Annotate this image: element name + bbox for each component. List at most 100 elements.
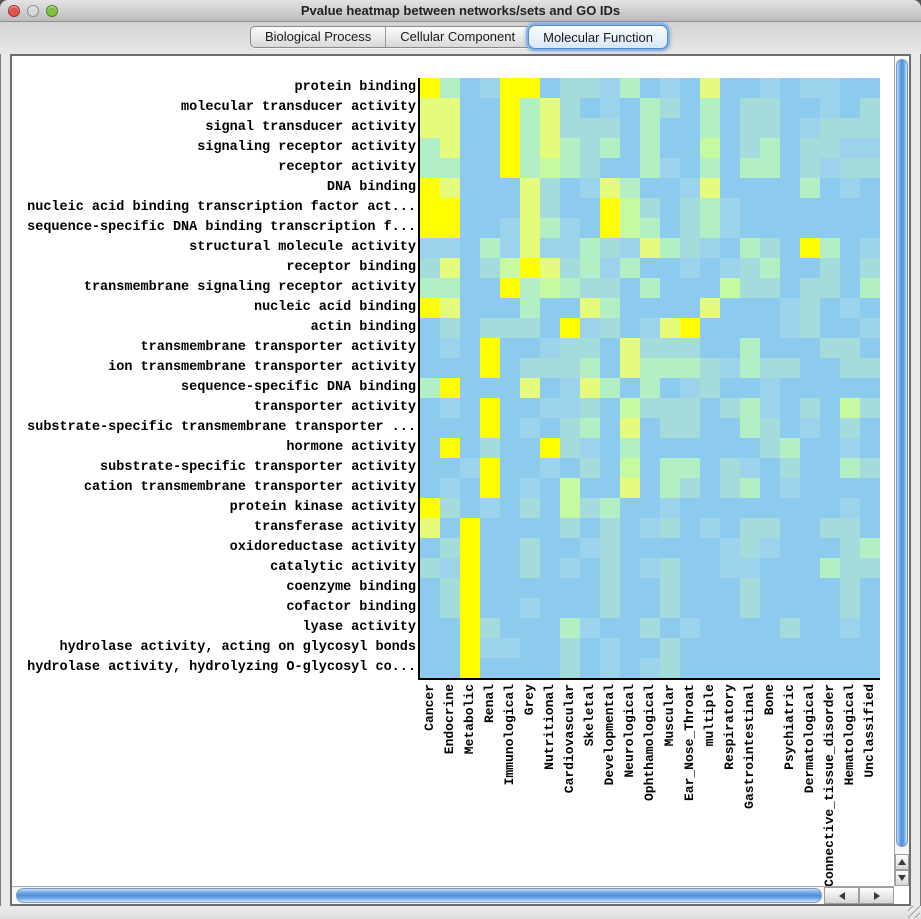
heatmap-cell [760, 538, 780, 558]
window-title: Pvalue heatmap between networks/sets and… [300, 3, 621, 18]
heatmap-cell [800, 618, 820, 638]
heatmap-cell [860, 78, 880, 98]
heatmap-cell [560, 258, 580, 278]
heatmap-cell [580, 558, 600, 578]
heatmap-cell [440, 338, 460, 358]
heatmap-cell [640, 498, 660, 518]
heatmap-cell [520, 518, 540, 538]
vertical-scrollbar[interactable] [894, 56, 909, 886]
heatmap-cell [640, 578, 660, 598]
heatmap-cell [740, 138, 760, 158]
heatmap-cell [840, 538, 860, 558]
heatmap-cell [720, 78, 740, 98]
heatmap-cell [540, 518, 560, 538]
heatmap-cell [720, 638, 740, 658]
heatmap-cell [820, 418, 840, 438]
heatmap-cell [640, 158, 660, 178]
heatmap-cell [460, 138, 480, 158]
heatmap-cell [660, 118, 680, 138]
heatmap-cell [620, 498, 640, 518]
minimize-button[interactable] [27, 5, 39, 17]
heatmap-cell [760, 358, 780, 378]
heatmap-cell [740, 638, 760, 658]
tab-cellular-component[interactable]: Cellular Component [385, 27, 529, 47]
heatmap-cell [840, 478, 860, 498]
heatmap-cell [460, 178, 480, 198]
tab-biological-process[interactable]: Biological Process [265, 29, 372, 44]
heatmap-cell [480, 238, 500, 258]
heatmap-cell [500, 78, 520, 98]
heatmap-cell [600, 658, 620, 678]
heatmap-cell [740, 258, 760, 278]
heatmap-cell [580, 658, 600, 678]
heatmap-cell [860, 398, 880, 418]
heatmap-cell [700, 498, 720, 518]
heatmap-cell [440, 618, 460, 638]
titlebar[interactable]: Pvalue heatmap between networks/sets and… [0, 0, 921, 22]
heatmap-cell [560, 558, 580, 578]
heatmap-cell [660, 158, 680, 178]
heatmap-cell [560, 498, 580, 518]
heatmap-cell [840, 138, 860, 158]
col-label: Ophthamological [642, 684, 657, 802]
heatmap-cell [580, 498, 600, 518]
heatmap-cell [460, 258, 480, 278]
heatmap-cell [800, 238, 820, 258]
heatmap-cell [680, 238, 700, 258]
vertical-scrollbar-thumb[interactable] [896, 59, 908, 847]
heatmap-cell [840, 278, 860, 298]
heatmap-cell [800, 178, 820, 198]
heatmap-cell [480, 578, 500, 598]
heatmap-cell [780, 458, 800, 478]
heatmap-cell [480, 378, 500, 398]
heatmap-cell [740, 198, 760, 218]
heatmap-cell [800, 278, 820, 298]
resize-grip-icon[interactable] [908, 906, 920, 918]
close-button[interactable] [8, 5, 20, 17]
heatmap-cell [440, 178, 460, 198]
heatmap-cell [640, 558, 660, 578]
heatmap-cell [620, 558, 640, 578]
heatmap-cell [660, 578, 680, 598]
tab-molecular-function[interactable]: Molecular Function [528, 25, 668, 49]
heatmap-cell [500, 298, 520, 318]
heatmap-cell [580, 198, 600, 218]
heatmap-cell [840, 418, 860, 438]
heatmap-cell [640, 418, 660, 438]
heatmap-cell [840, 198, 860, 218]
heatmap-cell [580, 478, 600, 498]
heatmap-cell [840, 178, 860, 198]
heatmap-cell [640, 278, 660, 298]
scroll-down-button[interactable] [895, 870, 909, 886]
heatmap-cell [820, 78, 840, 98]
heatmap-cell [800, 198, 820, 218]
heatmap-cell [480, 418, 500, 438]
heatmap-cell [800, 418, 820, 438]
heatmap-cell [820, 458, 840, 478]
heatmap-cell [680, 318, 700, 338]
horizontal-scrollbar[interactable] [12, 886, 894, 904]
scroll-right-button[interactable] [859, 887, 894, 904]
heatmap-cell [640, 78, 660, 98]
heatmap-cell [700, 338, 720, 358]
heatmap-cell [760, 478, 780, 498]
heatmap-cell [440, 218, 460, 238]
heatmap-cell [600, 558, 620, 578]
horizontal-scrollbar-thumb[interactable] [16, 888, 822, 903]
heatmap-cell [800, 78, 820, 98]
heatmap-cell [420, 158, 440, 178]
heatmap-cell [860, 218, 880, 238]
scroll-up-button[interactable] [895, 854, 909, 870]
heatmap-cell [520, 278, 540, 298]
axis-bottom-spine [418, 678, 880, 680]
heatmap-cell [500, 238, 520, 258]
heatmap-cell [680, 138, 700, 158]
zoom-button[interactable] [46, 5, 58, 17]
heatmap-cell [520, 618, 540, 638]
heatmap-cell [620, 638, 640, 658]
heatmap-cell [700, 318, 720, 338]
scroll-left-button[interactable] [824, 887, 859, 904]
heatmap-cell [780, 278, 800, 298]
heatmap-cell [420, 278, 440, 298]
heatmap-cell [680, 358, 700, 378]
